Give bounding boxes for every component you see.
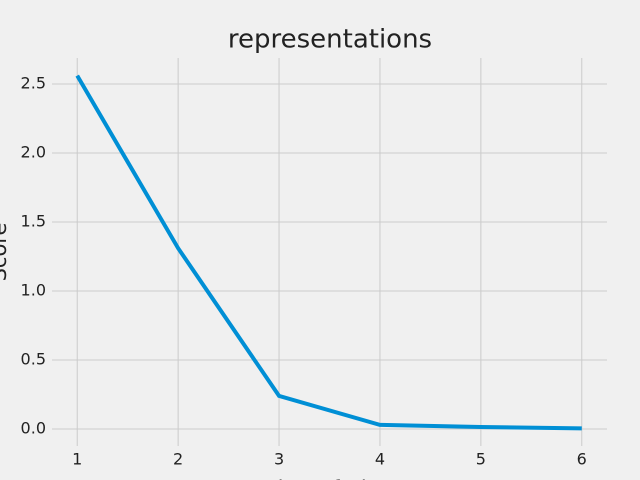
x-tick-label: 1 [72,450,82,469]
y-tick-label: 2.5 [21,73,46,92]
y-tick-label: 1.0 [21,280,46,299]
x-axis-label: Number of Clusters [228,477,431,480]
x-tick-label: 4 [375,450,385,469]
y-tick-label: 0.5 [21,350,46,369]
x-tick-label: 6 [577,450,587,469]
x-tick-label: 5 [476,450,486,469]
y-tick-label: 2.0 [21,142,46,161]
y-tick-label: 0.0 [21,419,46,438]
y-axis-label: Score [0,223,11,282]
x-tick-label: 3 [274,450,284,469]
line-series [75,74,582,431]
y-tick-label: 1.5 [21,211,46,230]
x-tick-label: 2 [173,450,183,469]
chart-title: representations [228,25,432,55]
